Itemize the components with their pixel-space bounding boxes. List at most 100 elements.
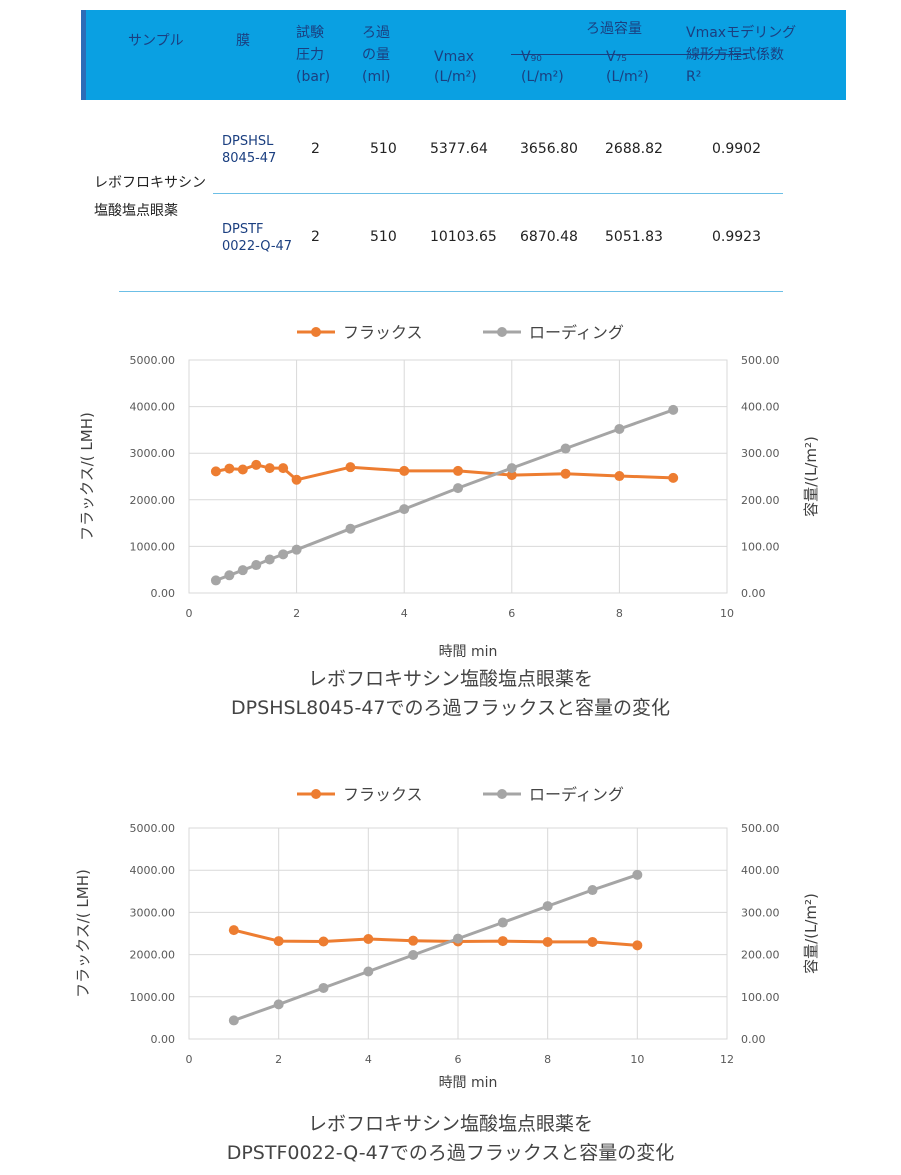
sample-name-2: 塩酸塩点眼薬 [94,203,178,219]
table-bottom-line [119,291,783,292]
data-point-loading [632,869,643,880]
header-volume-3: (ml) [362,69,391,85]
sample-name-1: レボフロキサシン [94,175,206,191]
row2-volume: 510 [370,229,397,245]
header-volume-1: ろ過 [362,25,390,41]
data-point-loading [224,570,235,581]
x-tick-label: 8 [616,607,623,620]
header-sample: サンプル [128,33,184,49]
row1-v75: 2688.82 [605,141,663,157]
data-point-loading [587,885,598,896]
header-pressure-3: (bar) [296,69,331,85]
legend-swatch-marker [497,789,507,799]
x-tick-label: 10 [630,1053,644,1066]
y2-tick-label: 300.00 [741,906,780,919]
data-point-flux [399,465,410,476]
data-point-flux [408,935,419,946]
x-tick-label: 4 [401,607,408,620]
data-point-flux [251,459,262,470]
data-point-flux [224,463,235,474]
data-point-flux [237,464,248,475]
row2-membrane-1: DPSTF [222,222,264,237]
row1-volume: 510 [370,141,397,157]
header-volume-2: の量 [362,47,390,63]
data-point-flux [264,463,275,474]
y2-tick-label: 100.00 [741,540,780,553]
chart-1-caption-line-1: レボフロキサシン塩酸塩点眼薬を [307,668,593,690]
y-tick-label: 0.00 [151,587,176,600]
data-point-flux [497,936,508,947]
row2-pressure: 2 [311,229,320,245]
row-divider [213,193,783,194]
chart-2-caption: レボフロキサシン塩酸塩点眼薬を DPSTF0022-Q-47でのろ過フラックスと… [0,1110,901,1168]
data-point-flux [587,936,598,947]
data-point-flux [273,936,284,947]
legend-label: フラックス [343,785,423,804]
data-point-flux [453,465,463,476]
x-tick-label: 0 [186,1053,193,1066]
y-tick-label: 1000.00 [130,540,176,553]
data-point-loading [363,966,374,977]
data-point-loading [399,504,410,515]
data-point-loading [668,404,679,415]
y-tick-label: 0.00 [151,1033,176,1046]
y2-axis-title: 容量/(L/m²) [802,893,820,974]
table-header: サンプル 膜 試験 圧力 (bar) ろ過 の量 (ml) ろ過容量 Vmax … [81,10,846,100]
row1-vmax: 5377.64 [430,141,488,157]
y2-tick-label: 100.00 [741,991,780,1004]
data-point-loading [453,483,463,494]
legend-swatch-marker [497,327,507,337]
y2-tick-label: 200.00 [741,494,780,507]
header-capacity-group: ろ過容量 [586,21,642,37]
chart-1-caption-line-2: DPSHSL8045-47でのろ過フラックスと容量の変化 [231,697,670,719]
x-tick-label: 8 [544,1053,551,1066]
data-point-flux [278,463,289,474]
data-point-flux [228,925,239,936]
data-point-flux [363,933,374,944]
data-point-flux [560,468,571,479]
chart-2-caption-line-1: レボフロキサシン塩酸塩点眼薬を [307,1113,593,1135]
header-vmax-2: (L/m²) [434,69,477,85]
chart-1-svg: 0.00 1000.00 2000.00 3000.00 4000.00 5000.00 0… [78,323,820,660]
header-pressure-2: 圧力 [296,47,324,63]
series-line-loading [233,873,638,1022]
data-point-loading [408,950,419,961]
data-point-loading [237,565,248,576]
data-point-loading [506,463,517,474]
y2-tick-label: 500.00 [741,822,780,835]
data-point-loading [228,1015,239,1026]
row2-v90: 6870.48 [520,229,578,245]
y-tick-label: 5000.00 [130,354,176,367]
row2-membrane-2: 0022-Q-47 [222,239,293,254]
y2-tick-label: 500.00 [741,354,780,367]
header-v90-1: V₉₀ [521,49,542,65]
y2-axis-title: 容量/(L/m²) [802,436,820,517]
data-point-flux [345,462,356,473]
data-point-loading [614,423,625,434]
data-point-loading [291,544,302,555]
data-point-flux [318,936,329,947]
x-axis-title: 時間 min [439,644,498,660]
y-tick-label: 4000.00 [130,401,176,414]
row1-v90: 3656.80 [520,141,578,157]
x-tick-label: 2 [293,607,300,620]
legend-label: フラックス [343,323,423,342]
data-point-loading [560,443,571,454]
x-tick-label: 6 [508,607,515,620]
header-r2-2: 線形方程式係数 [686,47,784,63]
y-tick-label: 2000.00 [130,949,176,962]
y-tick-label: 2000.00 [130,494,176,507]
x-tick-label: 6 [455,1053,462,1066]
data-point-flux [668,472,679,483]
chart-1: 0.00 1000.00 2000.00 3000.00 4000.00 5000.00 0… [0,310,901,670]
x-tick-label: 2 [275,1053,282,1066]
row2-vmax: 10103.65 [430,229,497,245]
y2-tick-label: 400.00 [741,401,780,414]
data-point-loading [497,917,508,928]
x-tick-label: 12 [720,1053,734,1066]
y-tick-label: 4000.00 [130,864,176,877]
data-point-loading [318,982,329,993]
x-tick-label: 0 [186,607,193,620]
data-point-loading [264,554,275,565]
header-v90-2: (L/m²) [521,69,564,85]
